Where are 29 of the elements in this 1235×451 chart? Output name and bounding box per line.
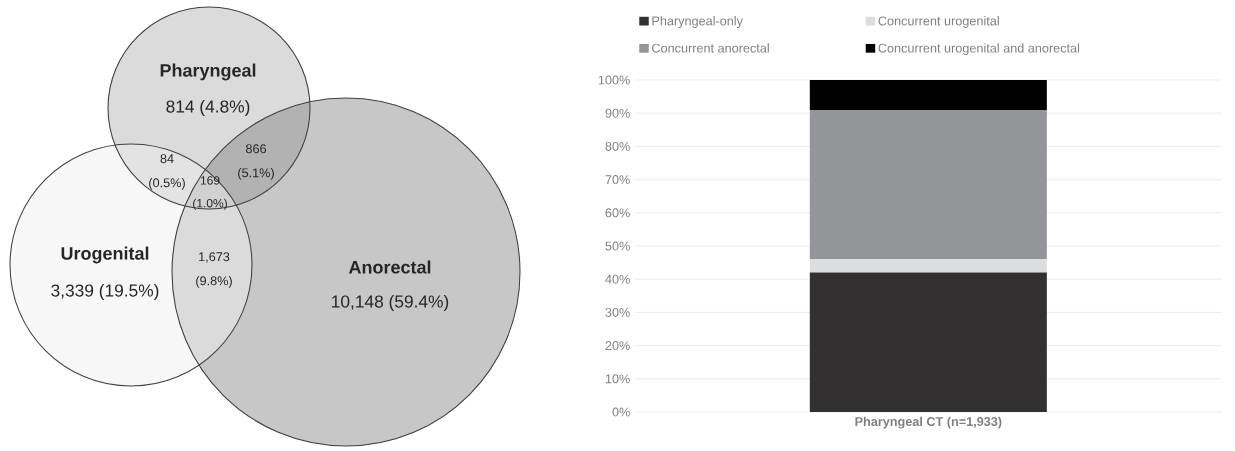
text: 84 (0.5%) (149, 154, 185, 190)
legend-label: Concurrent anorectal (652, 43, 769, 53)
x-tick-label: Pharyngeal CT (n=1,933) (855, 416, 1002, 429)
text: 814 (4.8%) (166, 99, 250, 117)
y-tick-label: 40% (605, 274, 630, 284)
bar (809, 272, 1047, 412)
category-label: Anorectal (348, 260, 431, 274)
y-tick-label: 70% (605, 175, 630, 185)
y-tick-label: 10% (605, 374, 630, 384)
y-tick-label: 80% (605, 141, 630, 151)
category-label: Pharyngeal (160, 63, 256, 81)
bar (809, 109, 1047, 260)
legend-label: Pharyngeal-only (652, 16, 743, 28)
legend-label: Concurrent urogenital and anorectal (878, 43, 1080, 56)
category-label: Urogenital (61, 246, 149, 264)
y-tick-label: 0% (612, 407, 630, 417)
y-tick-label: 50% (605, 241, 630, 251)
y-tick-label: 60% (605, 208, 630, 218)
y-tick-label: 90% (605, 108, 630, 118)
bar (809, 80, 1047, 110)
text: 866 (5.1%) (238, 144, 274, 180)
text: 1,673 (9.8%) (196, 252, 232, 288)
y-tick-label: 30% (605, 307, 630, 317)
y-tick-label: 100% (598, 75, 630, 85)
legend-label: Concurrent urogenital (878, 16, 999, 28)
text: 10,148 (59.4%) (332, 294, 449, 312)
bar (809, 259, 1047, 273)
text: 3,339 (19.5%) (51, 283, 159, 301)
y-tick-label: 20% (605, 341, 630, 351)
